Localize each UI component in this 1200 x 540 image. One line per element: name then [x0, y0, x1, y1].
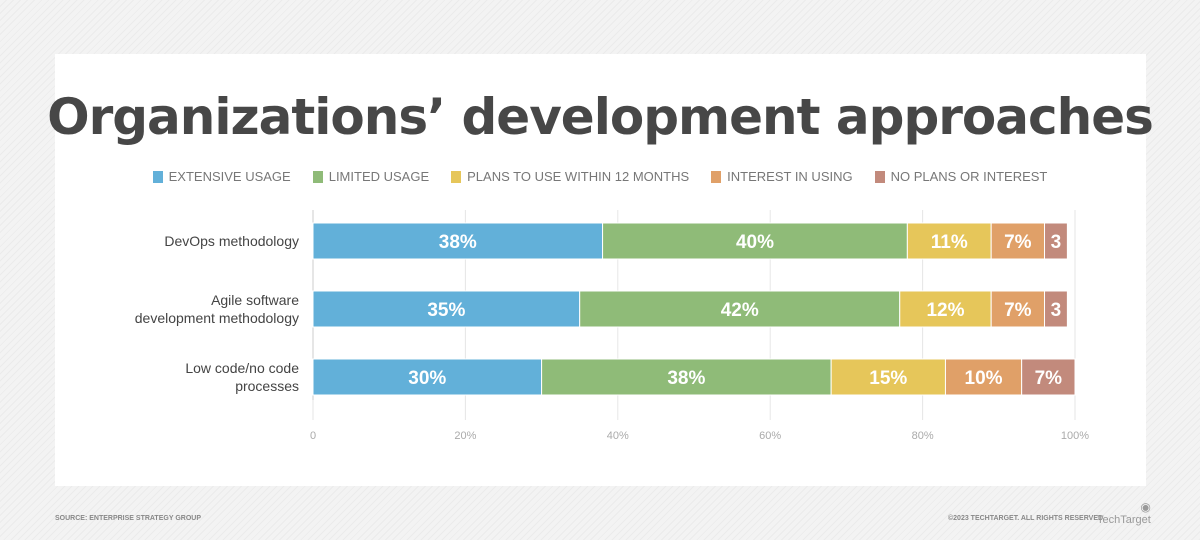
- data-label: 15%: [869, 368, 907, 389]
- x-tick-label: 20%: [454, 430, 476, 442]
- data-label: 35%: [427, 300, 465, 321]
- category-label: processes: [235, 378, 299, 394]
- bar-segment: [579, 290, 901, 328]
- bar-segment: [541, 358, 832, 396]
- bar-segment: [906, 222, 992, 260]
- bar-segment: [990, 290, 1046, 328]
- eye-icon: ◉: [1140, 500, 1151, 514]
- bar-segment: [602, 222, 908, 260]
- category-label: Low code/no code: [185, 360, 299, 376]
- legend-label: INTEREST IN USING: [727, 169, 853, 184]
- bar-segment: [312, 358, 543, 396]
- x-tick-label: 80%: [912, 430, 934, 442]
- bar-segment: [899, 290, 992, 328]
- data-label: 38%: [667, 368, 705, 389]
- legend-label: PLANS TO USE WITHIN 12 MONTHS: [467, 169, 690, 184]
- bar-segment: [1044, 222, 1068, 260]
- legend-label: EXTENSIVE USAGE: [168, 169, 291, 184]
- data-label: 7%: [1004, 232, 1032, 253]
- x-tick-label: 60%: [759, 430, 781, 442]
- x-tick-label: 40%: [607, 430, 629, 442]
- x-tick-label: 0: [310, 430, 316, 442]
- bar-segment: [830, 358, 946, 396]
- bar-segment: [312, 222, 604, 260]
- bar-segment: [944, 358, 1023, 396]
- techtarget-logo: ◉ TechTarget: [1097, 500, 1151, 526]
- copyright: ©2023 TECHTARGET. ALL RIGHTS RESERVED: [948, 515, 1104, 522]
- legend-swatch: [451, 170, 462, 183]
- data-label: 38%: [439, 232, 477, 253]
- x-tick-label: 100%: [1061, 430, 1089, 442]
- legend-item: EXTENSIVE USAGE: [152, 169, 291, 184]
- chart-card: [55, 54, 1146, 486]
- legend-item: LIMITED USAGE: [312, 169, 430, 184]
- legend: EXTENSIVE USAGE LIMITED USAGE PLANS TO USE…: [0, 169, 1200, 184]
- bar-segment: [990, 222, 1046, 260]
- data-label: 7%: [1035, 368, 1063, 389]
- chart-title: Organizations’ development approaches: [47, 88, 1154, 146]
- legend-label: LIMITED USAGE: [328, 169, 430, 184]
- data-label: 3: [1051, 232, 1062, 253]
- category-label: development methodology: [135, 310, 299, 326]
- data-label: 40%: [736, 232, 774, 253]
- category-label: Agile software: [211, 292, 299, 308]
- data-label: 3: [1051, 300, 1062, 321]
- data-label: 10%: [965, 368, 1003, 389]
- legend-swatch: [152, 170, 163, 183]
- legend-item: PLANS TO USE WITHIN 12 MONTHS: [451, 169, 689, 184]
- category-label: DevOps methodology: [164, 233, 299, 249]
- data-label: 12%: [926, 300, 964, 321]
- source-note: SOURCE: ENTERPRISE STRATEGY GROUP: [55, 515, 201, 522]
- legend-swatch: [312, 170, 323, 183]
- legend-swatch: [711, 170, 722, 183]
- legend-item: NO PLANS OR INTEREST: [874, 169, 1048, 184]
- data-label: 30%: [408, 368, 446, 389]
- data-label: 42%: [721, 300, 759, 321]
- legend-label: NO PLANS OR INTEREST: [890, 169, 1048, 184]
- data-label: 11%: [931, 232, 968, 253]
- logo-text: TechTarget: [1097, 514, 1151, 526]
- data-label: 7%: [1004, 300, 1032, 321]
- bar-segment: [1021, 358, 1076, 396]
- legend-swatch: [874, 170, 885, 183]
- bar-segment: [1044, 290, 1068, 328]
- legend-item: INTEREST IN USING: [711, 169, 853, 184]
